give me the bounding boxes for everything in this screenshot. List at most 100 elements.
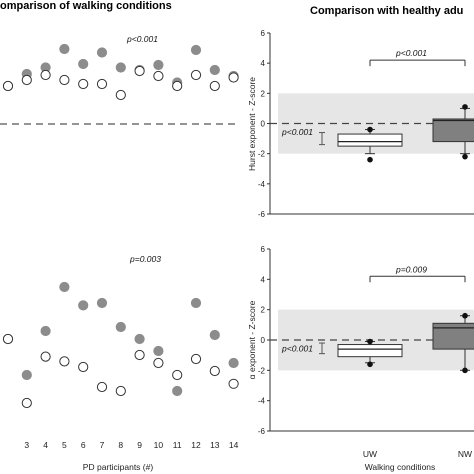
y-tick-label-0: 0 xyxy=(261,336,266,345)
open-point-9 xyxy=(134,349,145,361)
x-axis-label-right: Walking conditions xyxy=(365,462,436,472)
y-axis-label-top-right: Hurst exponent - Z-score xyxy=(247,77,257,171)
y-tick-label-2: 2 xyxy=(261,306,266,315)
filled-point-12 xyxy=(190,297,202,309)
open-point-4 xyxy=(40,69,51,81)
open-point-14 xyxy=(228,378,239,389)
outlier-NW-1 xyxy=(462,312,468,319)
x-tick-5: 5 xyxy=(62,440,67,450)
open-point-13 xyxy=(209,365,220,377)
open-point-3 xyxy=(21,397,32,409)
y-tick-label--6: -6 xyxy=(258,210,266,219)
left-panel-title: omparison of walking conditions xyxy=(0,0,172,12)
filled-point-8 xyxy=(115,321,126,333)
outlier-UW-0 xyxy=(367,361,373,368)
outlier-UW-0 xyxy=(367,156,373,163)
open-point-10 xyxy=(153,70,164,82)
category-label-UW: UW xyxy=(363,449,377,459)
y-tick-label--6: -6 xyxy=(258,427,266,436)
open-point-8 xyxy=(115,385,126,397)
open-point-2 xyxy=(2,333,14,345)
filled-point-14 xyxy=(228,357,239,369)
box-UW xyxy=(337,133,403,147)
scatter-top-plot: p<0.001 xyxy=(0,34,239,125)
filled-point-7 xyxy=(96,47,108,58)
open-point-2 xyxy=(2,80,14,92)
category-label-NW: NW xyxy=(458,449,472,459)
p-value-top-left: p<0.001 xyxy=(126,34,158,44)
outlier-NW-1 xyxy=(462,104,468,110)
filled-point-11 xyxy=(172,385,183,397)
p-value-left: p<0.001 xyxy=(281,127,313,137)
x-tick-labels: 3 4 5 6 7 8 9 10 11 12 13 14 xyxy=(24,440,238,450)
filled-point-4 xyxy=(40,325,51,337)
boxplot-top: Hurst exponent - Z-score 6 4 2 0 -2 -4 -6 p<0.0… xyxy=(247,29,474,219)
y-axis-label-bottom-right: α exponent - Z-score xyxy=(247,300,257,379)
p-value-left: p<0.001 xyxy=(281,343,313,353)
y-tick-label--2: -2 xyxy=(258,366,266,375)
y-tick-label--4: -4 xyxy=(258,180,266,189)
open-point-10 xyxy=(153,357,164,369)
outlier-UW-1 xyxy=(367,126,373,133)
scatter-points-top xyxy=(2,43,239,101)
scatter-bottom-plot: p=0.003 3 4 5 6 7 8 9 10 11 12 13 14 PD participant… xyxy=(2,254,239,472)
outlier-NW-0 xyxy=(462,153,468,160)
filled-point-5 xyxy=(59,43,70,55)
filled-point-10 xyxy=(153,59,164,71)
filled-point-12 xyxy=(190,44,202,56)
open-point-3 xyxy=(21,74,32,86)
outlier-NW-0 xyxy=(462,367,468,374)
x-tick-4: 4 xyxy=(43,440,48,450)
p-value-bracket: p=0.009 xyxy=(395,264,427,274)
x-tick-6: 6 xyxy=(81,440,86,450)
open-point-7 xyxy=(96,78,108,90)
y-tick-label-2: 2 xyxy=(261,89,266,98)
x-tick-12: 12 xyxy=(191,440,201,450)
p-value-bottom-left: p=0.003 xyxy=(129,254,161,264)
y-tick-label--4: -4 xyxy=(258,397,266,406)
outlier-UW-1 xyxy=(367,338,373,345)
y-tick-label--2: -2 xyxy=(258,150,266,159)
box-NW xyxy=(432,322,474,350)
right-panel-title: Comparison with healthy adu xyxy=(310,5,463,17)
boxplot-bottom: α exponent - Z-score Walking conditions … xyxy=(247,245,474,472)
filled-point-3 xyxy=(21,369,32,381)
open-point-6 xyxy=(78,361,89,373)
y-tick-label-0: 0 xyxy=(261,120,266,129)
filled-point-5 xyxy=(59,281,70,293)
x-tick-11: 11 xyxy=(173,440,182,450)
y-tick-label-4: 4 xyxy=(261,59,266,68)
y-tick-label-4: 4 xyxy=(261,275,266,284)
open-point-4 xyxy=(40,351,51,362)
filled-point-13 xyxy=(209,329,220,341)
open-point-13 xyxy=(209,80,220,92)
p-value-bracket: p<0.001 xyxy=(395,48,427,58)
filled-point-13 xyxy=(209,64,220,76)
open-point-5 xyxy=(59,74,70,86)
x-tick-7: 7 xyxy=(100,440,105,450)
scatter-points-bottom xyxy=(2,281,239,409)
y-tick-label-6: 6 xyxy=(261,245,266,254)
filled-point-7 xyxy=(96,297,108,309)
open-point-11 xyxy=(172,369,183,381)
open-point-14 xyxy=(228,72,239,83)
x-tick-13: 13 xyxy=(210,440,220,450)
open-point-12 xyxy=(190,353,202,365)
box-NW xyxy=(432,118,474,143)
filled-point-6 xyxy=(78,58,89,70)
filled-point-9 xyxy=(134,333,145,345)
filled-point-8 xyxy=(115,62,126,73)
x-tick-14: 14 xyxy=(229,440,239,450)
x-tick-8: 8 xyxy=(118,440,123,450)
filled-point-10 xyxy=(153,345,164,357)
x-axis-label-left: PD participants (#) xyxy=(83,462,154,472)
open-point-5 xyxy=(59,356,70,367)
box-UW xyxy=(337,344,403,358)
open-point-11 xyxy=(172,80,183,92)
open-point-9 xyxy=(134,65,145,77)
open-point-8 xyxy=(115,89,126,101)
filled-point-6 xyxy=(78,300,89,311)
x-tick-10: 10 xyxy=(154,440,164,450)
x-tick-3: 3 xyxy=(24,440,29,450)
